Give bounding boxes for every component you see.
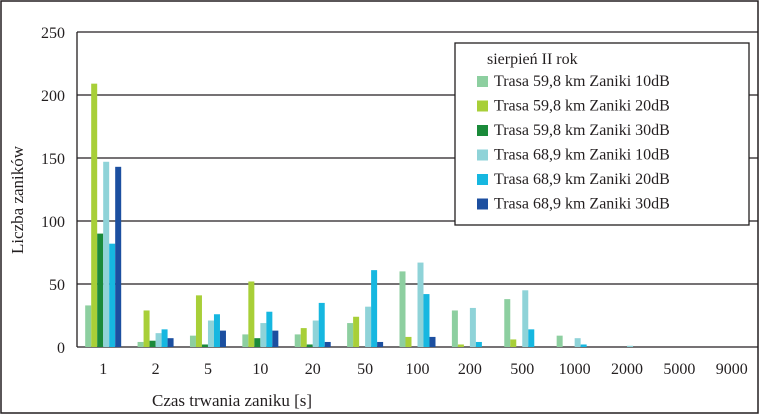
bar xyxy=(266,311,273,347)
bar xyxy=(137,341,144,347)
bar xyxy=(417,262,424,347)
bar xyxy=(248,281,255,347)
y-tick-label: 150 xyxy=(41,151,65,168)
x-tick-label: 50 xyxy=(357,361,373,378)
legend-box xyxy=(454,42,750,226)
x-axis-label: Czas trwania zaniku [s] xyxy=(152,391,312,410)
bar xyxy=(429,336,436,347)
bar xyxy=(294,334,301,347)
bar xyxy=(324,341,331,347)
x-tick-label: 9000 xyxy=(716,361,748,378)
bar xyxy=(371,270,378,347)
legend-entry-label: Trasa 59,8 km Zaniki 10dB xyxy=(494,73,670,90)
bar xyxy=(201,344,208,347)
bar xyxy=(627,345,634,347)
bar xyxy=(522,290,529,347)
x-tick-label: 5000 xyxy=(663,361,695,378)
bar xyxy=(213,314,220,347)
bar xyxy=(207,320,214,347)
bar xyxy=(399,271,406,347)
bar xyxy=(504,299,511,347)
bar xyxy=(300,328,307,347)
x-tick-label: 5 xyxy=(204,361,212,378)
y-tick-label: 250 xyxy=(41,25,65,42)
bar xyxy=(405,336,412,347)
x-tick-label: 10 xyxy=(252,361,268,378)
legend-swatch xyxy=(477,149,488,161)
x-tick-label: 1000 xyxy=(559,361,591,378)
bar xyxy=(451,310,458,347)
legend-entry-label: Trasa 59,8 km Zaniki 20dB xyxy=(494,98,670,115)
bar xyxy=(103,161,110,347)
bar xyxy=(318,302,325,347)
bar xyxy=(109,243,116,347)
bars xyxy=(85,83,634,347)
legend-swatch xyxy=(477,100,488,112)
bar xyxy=(510,339,517,347)
bar xyxy=(161,329,168,347)
legend-title: sierpień II rok xyxy=(487,51,578,68)
bar xyxy=(167,338,174,347)
bar xyxy=(189,335,196,347)
legend-swatch xyxy=(477,198,488,210)
bar xyxy=(469,307,476,347)
bar xyxy=(347,323,354,347)
bar xyxy=(306,344,313,347)
y-tick-label: 0 xyxy=(57,340,65,357)
x-tick-label: 2 xyxy=(152,361,160,378)
legend-items: Trasa 59,8 km Zaniki 10dB Trasa 59,8 km Z… xyxy=(477,73,670,213)
legend-swatch xyxy=(477,76,488,87)
bar xyxy=(475,341,482,347)
bar xyxy=(353,316,360,347)
x-axis-ticks: 1 2 5 10 20 50 100 200 500 1000 2000 5000 9000 xyxy=(99,361,748,378)
bar xyxy=(260,323,267,347)
bar xyxy=(365,306,372,347)
bar xyxy=(155,333,162,347)
bar xyxy=(85,305,92,347)
bar xyxy=(219,330,226,347)
bar xyxy=(574,338,581,347)
bar xyxy=(97,233,104,347)
bar xyxy=(91,83,98,347)
y-tick-label: 200 xyxy=(41,88,65,105)
bar xyxy=(457,344,464,347)
x-tick-label: 20 xyxy=(305,361,321,378)
bar xyxy=(423,294,430,347)
bar xyxy=(195,295,202,347)
bar xyxy=(272,330,279,347)
bar xyxy=(115,166,122,347)
legend-entry-label: Trasa 68,9 km Zaniki 20dB xyxy=(494,171,670,188)
bar xyxy=(528,329,535,347)
legend: sierpień II rok Trasa 59,8 km Zaniki 10d… xyxy=(454,42,750,226)
x-tick-label: 2000 xyxy=(611,361,643,378)
x-tick-label: 200 xyxy=(458,361,482,378)
legend-swatch xyxy=(477,174,488,185)
bar xyxy=(242,334,249,347)
legend-entry-label: Trasa 68,9 km Zaniki 30dB xyxy=(494,196,670,213)
y-axis-ticks: 0 50 100 150 200 250 xyxy=(41,25,65,357)
x-tick-label: 100 xyxy=(406,361,430,378)
bar xyxy=(143,310,150,347)
bar xyxy=(556,335,563,347)
x-tick-label: 1 xyxy=(99,361,107,378)
y-axis-label: Liczba zaników xyxy=(8,145,27,254)
bar xyxy=(254,338,261,347)
x-tick-label: 500 xyxy=(510,361,534,378)
y-tick-label: 100 xyxy=(41,214,65,231)
bar xyxy=(377,341,384,347)
y-tick-label: 50 xyxy=(49,277,65,294)
bar xyxy=(580,344,587,347)
legend-swatch xyxy=(477,125,488,136)
legend-entry-label: Trasa 68,9 km Zaniki 10dB xyxy=(494,147,670,164)
bar xyxy=(312,320,319,347)
legend-entry-label: Trasa 59,8 km Zaniki 30dB xyxy=(494,122,670,139)
bar xyxy=(149,340,156,347)
